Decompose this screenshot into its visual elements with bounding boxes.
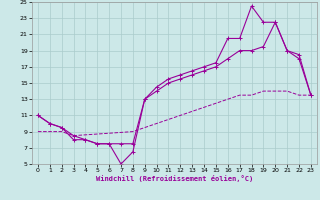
X-axis label: Windchill (Refroidissement éolien,°C): Windchill (Refroidissement éolien,°C) (96, 175, 253, 182)
